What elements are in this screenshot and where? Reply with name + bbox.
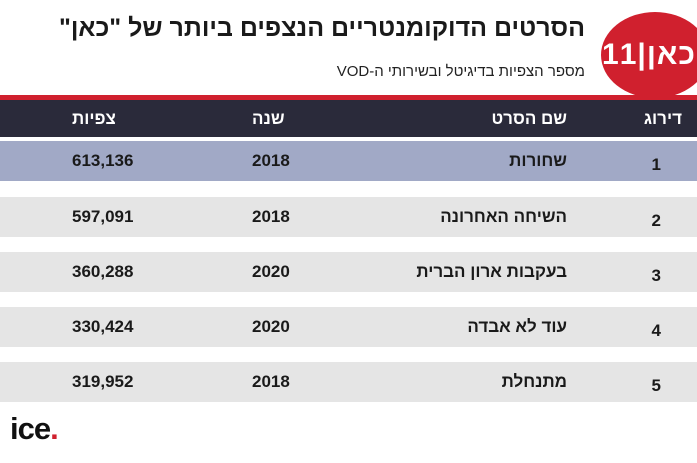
row-views: 597,091 [72,207,134,226]
column-header-year: שנה [252,108,285,128]
table-row: 5 מתנחלת 2018 319,952 [0,362,697,402]
table-row: 1 שחורות 2018 613,136 [0,141,697,181]
column-header-views: צפיות [72,108,116,128]
kan-11-logo: כאן|11 [601,12,697,98]
row-year: 2020 [252,317,290,336]
row-year: 2018 [252,207,290,226]
row-title: עוד לא אבדה [467,317,567,336]
divider [0,95,697,100]
row-title: שחורות [509,151,567,170]
ice-logo-text: ice [10,411,51,446]
row-year: 2018 [252,372,290,391]
row-views: 330,424 [72,317,134,336]
table-row: 4 עוד לא אבדה 2020 330,424 [0,307,697,347]
table-header: דירוג שם הסרט שנה צפיות [0,100,697,137]
row-title: מתנחלת [501,372,567,391]
row-year: 2018 [252,151,290,170]
column-header-title: שם הסרט [491,108,567,128]
column-header-rank: דירוג [643,108,682,128]
page-subtitle: מספר הצפיות בדיגיטל ובשירותי ה-VOD [336,63,585,80]
table-row: 2 השיחה האחרונה 2018 597,091 [0,197,697,237]
row-views: 613,136 [72,151,134,170]
ice-logo-dot: . [50,411,59,446]
row-rank: 5 [651,376,661,395]
row-rank: 3 [651,266,661,285]
row-views: 319,952 [72,372,134,391]
row-title: השיחה האחרונה [440,207,567,226]
table-row: 3 בעקבות ארון הברית 2020 360,288 [0,252,697,292]
row-title: בעקבות ארון הברית [416,262,567,281]
page-title: הסרטים הדוקומנטריים הנצפים ביותר של "כאן… [59,14,585,42]
row-rank: 2 [651,211,661,230]
ice-logo: ice. [10,411,59,447]
row-views: 360,288 [72,262,134,281]
row-rank: 1 [651,155,661,174]
row-rank: 4 [651,321,661,340]
row-year: 2020 [252,262,290,281]
